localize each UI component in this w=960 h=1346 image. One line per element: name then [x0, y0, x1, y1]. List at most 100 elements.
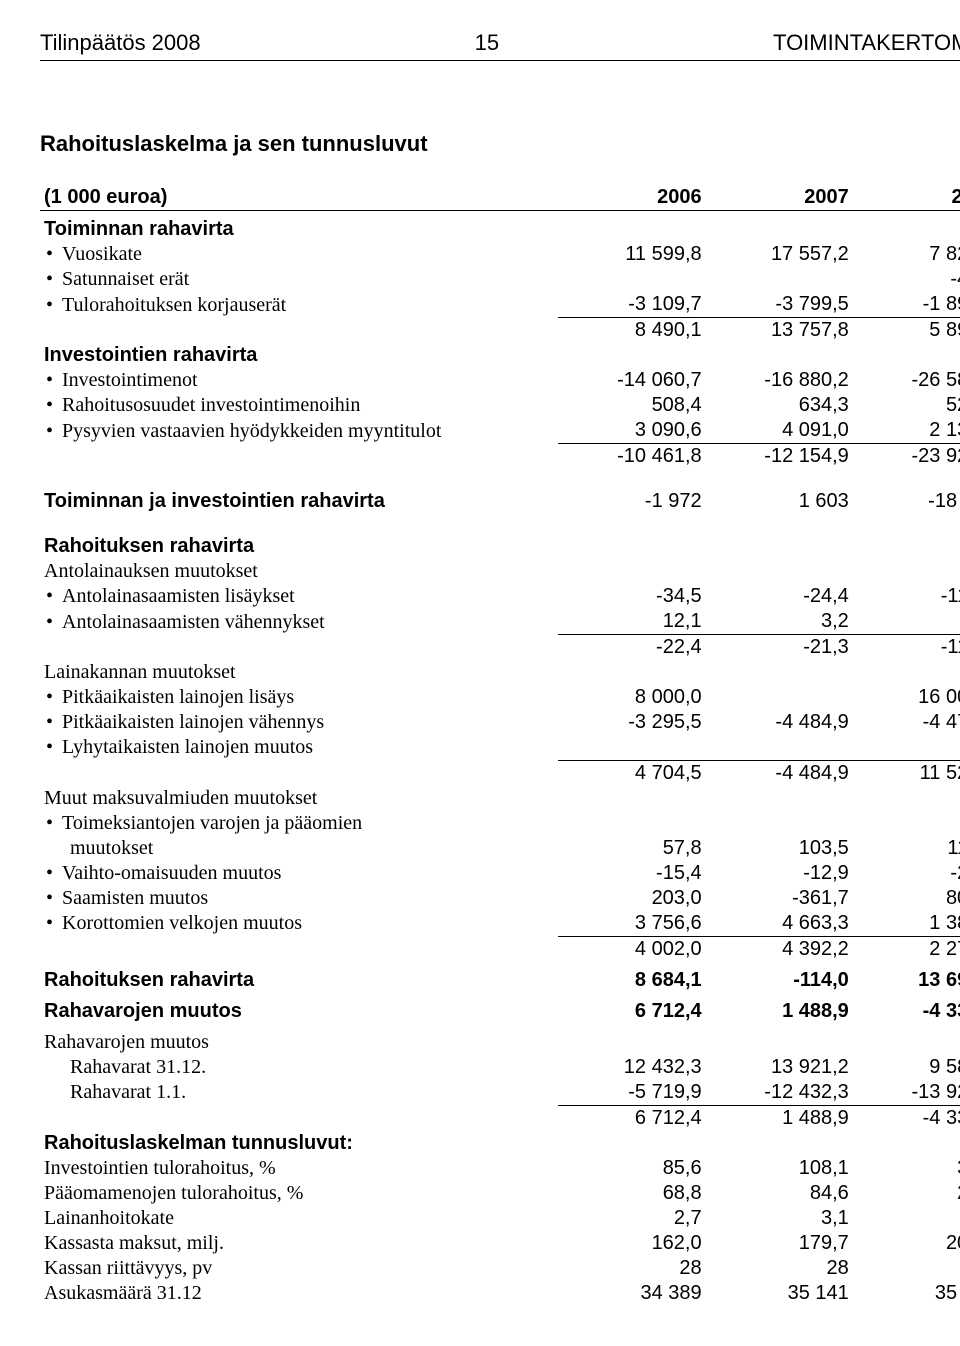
table-row: Saamisten muutos 203,0 -361,7 800,1 [40, 886, 960, 911]
cell: 1 388,0 [853, 911, 960, 937]
cell: 4 002,0 [558, 936, 705, 962]
cell: 28 [558, 1256, 705, 1281]
table-row: Rahoitusosuudet investointimenoihin 508,… [40, 393, 960, 418]
cell: -12 432,3 [706, 1080, 853, 1106]
cell: 57,8 [558, 836, 705, 861]
cell: 634,3 [706, 393, 853, 418]
table-row: Toimeksiantojen varojen ja pääomien [40, 811, 960, 836]
table-row: Muut maksuvalmiuden muutokset [40, 786, 960, 811]
table-row: Rahoituksen rahavirta [40, 534, 960, 559]
section-heading: Investointien rahavirta [40, 343, 558, 368]
cell: 17 557,2 [706, 242, 853, 267]
table-row: Rahavarat 1.1. -5 719,9 -12 432,3 -13 92… [40, 1080, 960, 1106]
table-row: Kassasta maksut, milj. 162,0 179,7 208,1 [40, 1231, 960, 1256]
section-heading: Toiminnan rahavirta [40, 217, 558, 242]
header-left: Tilinpäätös 2008 [40, 30, 201, 56]
cell: -34,5 [558, 584, 705, 609]
table-row: Kassan riittävyys, pv 28 28 17 [40, 1256, 960, 1281]
cell: -13 921,2 [853, 1080, 960, 1106]
cell: 3,1 [706, 1206, 853, 1231]
cell: 28 [706, 1256, 853, 1281]
cell: 179,7 [706, 1231, 853, 1256]
table-row: Satunnaiset erät -43,7 [40, 267, 960, 292]
cell: 4 392,2 [706, 936, 853, 962]
table-row: Lainakannan muutokset [40, 660, 960, 685]
row-label: Kassan riittävyys, pv [40, 1256, 558, 1281]
col-2007: 2007 [706, 185, 853, 211]
row-label: Pysyvien vastaavien hyödykkeiden myyntit… [44, 420, 441, 442]
row-label: Asukasmäärä 31.12 [40, 1281, 558, 1306]
subtotal-row: 6 712,4 1 488,9 -4 339,6 [40, 1105, 960, 1131]
row-label: Investointien tulorahoitus, % [40, 1156, 558, 1181]
table-row: Vaihto-omaisuuden muutos -15,4 -12,9 -25… [40, 861, 960, 886]
row-label: Lainanhoitokate [40, 1206, 558, 1231]
cell: 34 389 [558, 1281, 705, 1306]
cell: 2 134,7 [853, 418, 960, 444]
cell: 13 757,8 [706, 318, 853, 344]
col-label: (1 000 euroa) [40, 185, 558, 211]
table-row: Rahavarojen muutos [40, 1030, 960, 1055]
row-label: Pitkäaikaisten lainojen lisäys [44, 686, 294, 708]
cell: 2,7 [558, 1206, 705, 1231]
subtotal-row: 4 002,0 4 392,2 2 279,4 [40, 936, 960, 962]
row-label: Satunnaiset erät [44, 268, 189, 290]
header-right: TOIMINTAKERTOMUS [773, 30, 960, 56]
table-row: Rahoituksen rahavirta 8 684,1 -114,0 13 … [40, 968, 960, 993]
cell: -1 890,0 [853, 292, 960, 318]
table-row: Lyhytaikaisten lainojen muutos [40, 735, 960, 760]
cell [558, 267, 705, 292]
cell: 116,3 [853, 836, 960, 861]
row-label: Antolainasaamisten lisäykset [44, 585, 295, 607]
cell: -12 154,9 [706, 444, 853, 470]
cell: 11 527,0 [853, 760, 960, 786]
cell: -4 339,6 [853, 999, 960, 1024]
section-heading: Rahoituksen rahavirta [40, 968, 558, 993]
col-2008: 2008 [853, 185, 960, 211]
row-label: Muut maksuvalmiuden muutokset [40, 786, 558, 811]
header-page-number: 15 [475, 30, 499, 56]
cell: 13 691,9 [853, 968, 960, 993]
cell: 17 [853, 1256, 960, 1281]
row-label: Vuosikate [44, 243, 142, 265]
cell: 4 663,3 [706, 911, 853, 937]
table-row: Korottomien velkojen muutos 3 756,6 4 66… [40, 911, 960, 937]
cell: 8 684,1 [558, 968, 705, 993]
row-label: Pitkäaikaisten lainojen vähennys [44, 711, 324, 733]
cell: -14 060,7 [558, 368, 705, 393]
table-row: Toiminnan rahavirta [40, 217, 960, 242]
table-row: Antolainauksen muutokset [40, 559, 960, 584]
cell: 103,5 [706, 836, 853, 861]
row-label: Rahavarojen muutos [40, 1030, 558, 1055]
row-label: Rahavarat 31.12. [44, 1056, 206, 1078]
row-label: Tulorahoituksen korjauserät [44, 294, 286, 316]
table-row: Pitkäaikaisten lainojen vähennys -3 295,… [40, 710, 960, 735]
cell: 3 090,6 [558, 418, 705, 444]
table-row: Vuosikate 11 599,8 17 557,2 7 824,7 [40, 242, 960, 267]
cell: -16 880,2 [706, 368, 853, 393]
cell: 1 603 [706, 489, 853, 514]
cell: -23 922,6 [853, 444, 960, 470]
table-row: Antolainasaamisten vähennykset 12,1 3,2 … [40, 609, 960, 635]
cell: -22,4 [558, 635, 705, 661]
section-heading: Rahoituslaskelman tunnusluvut: [40, 1131, 558, 1156]
cell: -4 484,9 [706, 760, 853, 786]
cell: 162,0 [558, 1231, 705, 1256]
row-label: Toimeksiantojen varojen ja pääomien [44, 812, 362, 834]
cell: 4 704,5 [558, 760, 705, 786]
cell: -18 032 [853, 489, 960, 514]
cell: -15,4 [558, 861, 705, 886]
col-2006: 2006 [558, 185, 705, 211]
table-row: muutokset 57,8 103,5 116,3 [40, 836, 960, 861]
cell: 1,8 [853, 609, 960, 635]
table-row: Rahavarojen muutos 6 712,4 1 488,9 -4 33… [40, 999, 960, 1024]
cell: -4 339,6 [853, 1105, 960, 1131]
table-row: Investointien tulorahoitus, % 85,6 108,1… [40, 1156, 960, 1181]
cell: 30,0 [853, 1156, 960, 1181]
row-label: muutokset [44, 837, 153, 859]
cell: 525,8 [853, 393, 960, 418]
cell: -25,0 [853, 861, 960, 886]
cell: -21,3 [706, 635, 853, 661]
cell: 16 000,0 [853, 685, 960, 710]
cell: 12,1 [558, 609, 705, 635]
cell: -3 295,5 [558, 710, 705, 735]
